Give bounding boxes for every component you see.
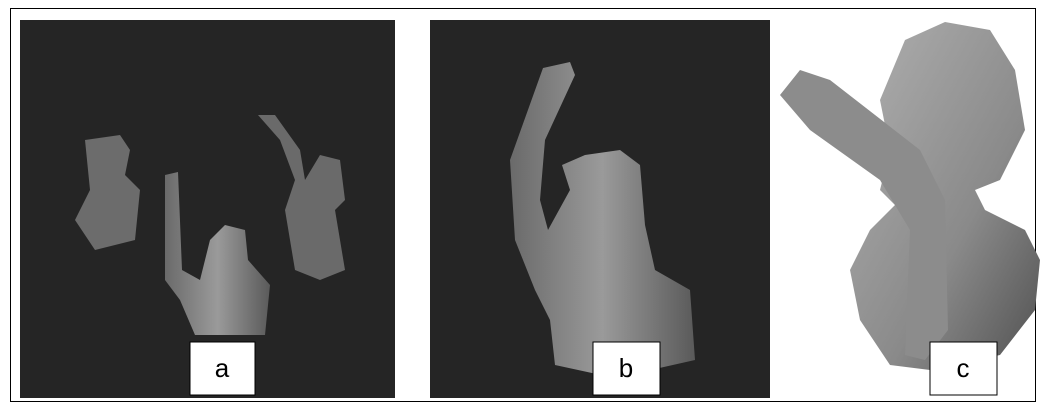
panel-label: b [619,353,633,383]
panel-label: a [215,353,230,383]
figure: a b c [0,0,1043,410]
panel-background [20,20,395,398]
page: a b c (() => { const data = JSON.parse(d… [0,0,1043,410]
panel-a: a [20,20,395,398]
panel-label: c [957,353,970,383]
panel-b: b [430,20,770,398]
